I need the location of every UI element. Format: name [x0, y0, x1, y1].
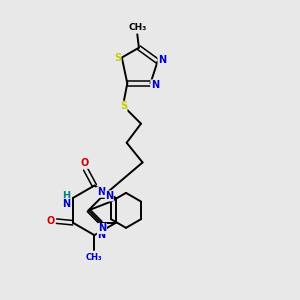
Text: O: O: [81, 158, 89, 168]
Text: CH₃: CH₃: [128, 23, 146, 32]
Text: N: N: [98, 224, 106, 233]
Text: N: N: [105, 191, 113, 201]
Text: N: N: [97, 230, 106, 240]
Text: N: N: [151, 80, 159, 90]
Text: O: O: [46, 216, 55, 226]
Text: N: N: [158, 55, 166, 65]
Text: N: N: [97, 187, 105, 197]
Text: H: H: [62, 191, 70, 201]
Text: S: S: [114, 52, 121, 63]
Text: S: S: [120, 101, 127, 111]
Text: CH₃: CH₃: [86, 253, 103, 262]
Text: N: N: [62, 199, 70, 209]
